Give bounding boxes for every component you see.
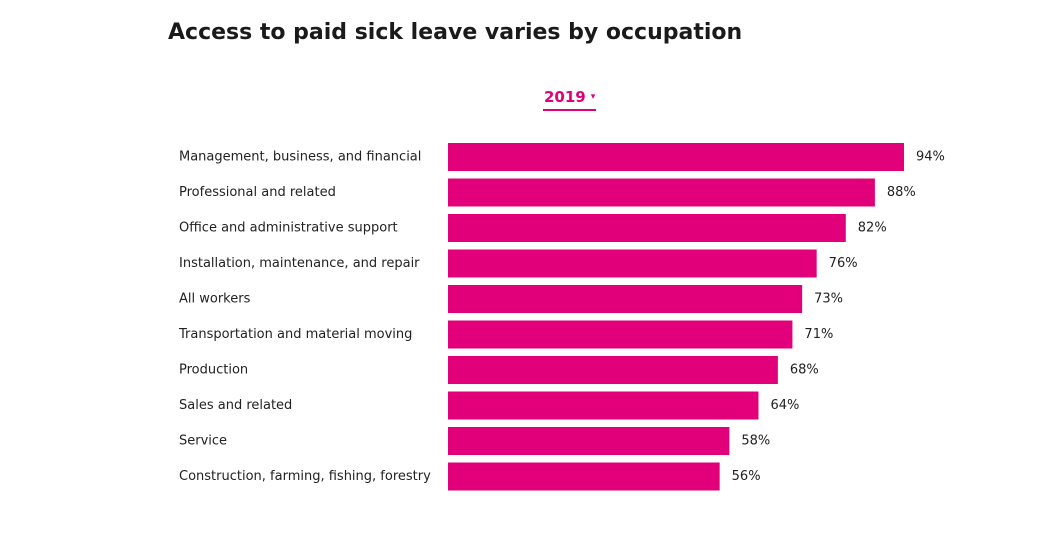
- bar[interactable]: [448, 320, 793, 349]
- value-label: 73%: [814, 292, 843, 307]
- value-label: 88%: [887, 185, 916, 200]
- value-label: 68%: [790, 363, 819, 378]
- category-label: Construction, farming, fishing, forestry: [179, 469, 431, 484]
- bar[interactable]: [448, 178, 875, 207]
- category-label: Sales and related: [179, 398, 292, 413]
- value-label: 64%: [770, 398, 799, 413]
- value-label: 71%: [804, 327, 833, 342]
- category-label: Transportation and material moving: [178, 327, 412, 342]
- chart-title: Access to paid sick leave varies by occu…: [168, 20, 743, 45]
- category-label: Service: [179, 434, 227, 449]
- category-label: Professional and related: [179, 185, 336, 200]
- category-label: All workers: [179, 292, 251, 307]
- bar[interactable]: [448, 249, 817, 278]
- bar[interactable]: [448, 285, 803, 313]
- value-label: 94%: [916, 150, 945, 165]
- category-label: Installation, maintenance, and repair: [179, 256, 420, 271]
- chevron-down-icon: ▾: [590, 91, 596, 102]
- year-dropdown-value: 2019: [544, 88, 586, 106]
- value-label: 82%: [858, 221, 887, 236]
- value-label: 56%: [732, 469, 761, 484]
- category-label: Management, business, and financial: [179, 150, 421, 165]
- year-dropdown[interactable]: 2019 ▾: [543, 86, 597, 111]
- category-label: Production: [179, 363, 248, 378]
- value-label: 76%: [829, 256, 858, 271]
- bar[interactable]: [448, 427, 730, 455]
- value-label: 58%: [741, 434, 770, 449]
- bar[interactable]: [448, 214, 846, 242]
- bar[interactable]: [448, 462, 720, 491]
- bar[interactable]: [448, 391, 759, 420]
- bar[interactable]: [448, 143, 904, 171]
- bar[interactable]: [448, 356, 778, 384]
- category-label: Office and administrative support: [179, 221, 398, 236]
